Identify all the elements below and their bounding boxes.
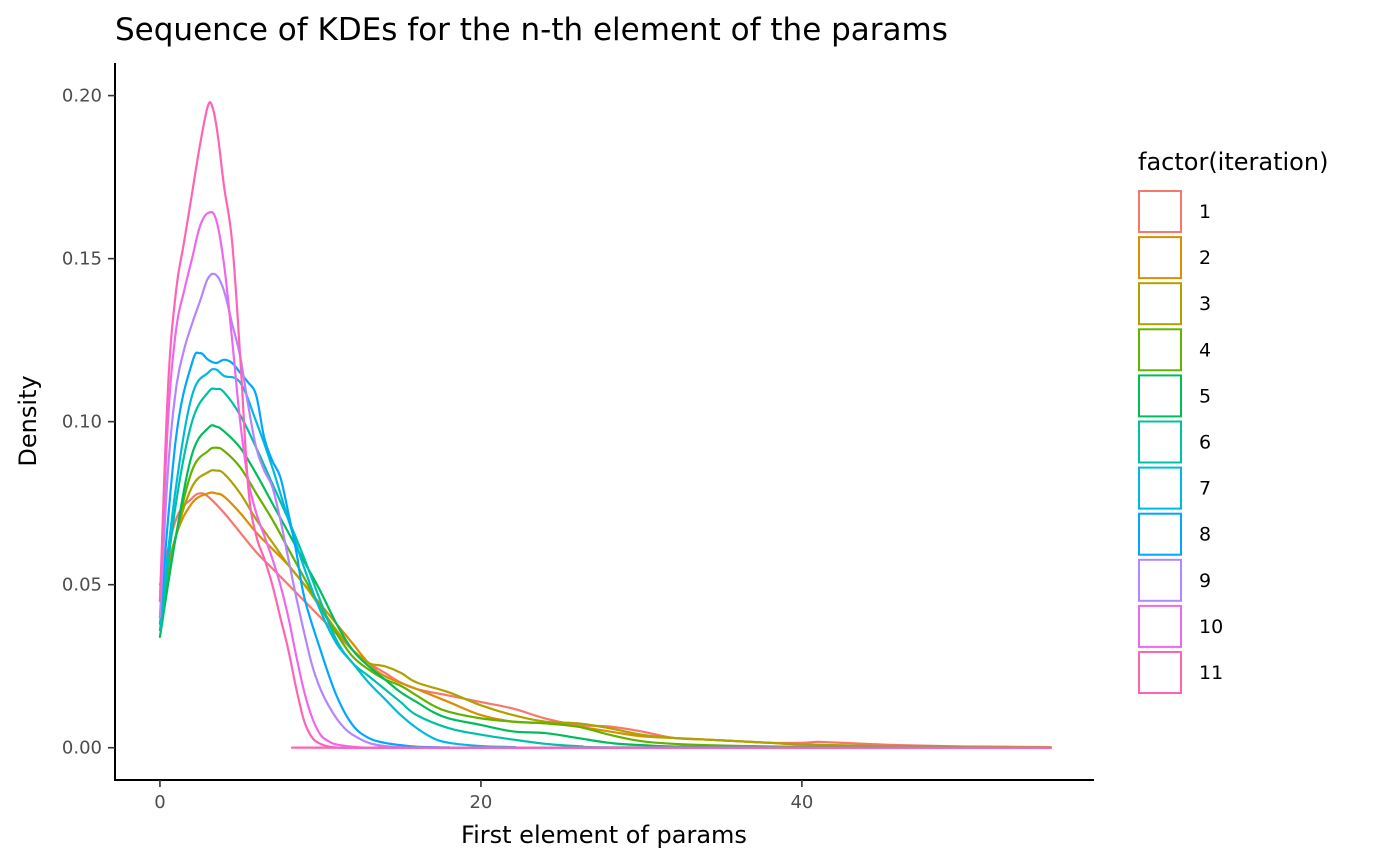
- legend-label-8: 8: [1199, 524, 1211, 546]
- y-tick-label: 0.05: [62, 575, 102, 596]
- legend-label-6: 6: [1199, 432, 1211, 454]
- kde-lines: [158, 101, 1052, 749]
- kde-line-iteration-5: [158, 424, 1052, 749]
- legend-label-10: 10: [1199, 616, 1223, 638]
- legend-key-11: [1138, 651, 1182, 694]
- legend-key-5: [1138, 374, 1182, 418]
- legend-key-6: [1138, 420, 1182, 464]
- legend-label-5: 5: [1199, 385, 1211, 407]
- chart-title: Sequence of KDEs for the n-th element of…: [115, 12, 948, 48]
- kde-line-iteration-8: [158, 351, 1052, 749]
- legend-key-3: [1138, 282, 1182, 326]
- legend-label-11: 11: [1199, 662, 1223, 684]
- legend-label-2: 2: [1199, 247, 1211, 269]
- legend-label-4: 4: [1199, 339, 1211, 361]
- legend-key-7: [1138, 466, 1182, 510]
- x-tick-label: 40: [790, 792, 813, 813]
- legend-label-7: 7: [1199, 478, 1211, 500]
- y-axis-ticks: 0.00 0.05 0.10 0.15 0.20: [62, 86, 115, 759]
- legend-label-9: 9: [1199, 570, 1211, 592]
- legend-key-2: [1138, 236, 1182, 280]
- legend-key-10: [1138, 604, 1182, 648]
- legend-key-9: [1138, 558, 1182, 602]
- kde-line-iteration-3: [158, 469, 1052, 749]
- y-axis-title: Density: [14, 375, 42, 466]
- y-tick-label: 0.20: [62, 86, 102, 107]
- legend-label-3: 3: [1199, 293, 1211, 315]
- plot-area: 0.00 0.05 0.10 0.15 0.20 0 20 40: [62, 63, 1094, 813]
- legend-key-1: [1138, 190, 1182, 233]
- kde-line-iteration-6: [158, 387, 1052, 749]
- legend-key-4: [1138, 328, 1182, 372]
- legend-items: 1 2 3 4 5 6 7 8 9 10 11: [1138, 190, 1223, 694]
- x-axis-title: First element of params: [461, 821, 747, 849]
- kde-line-iteration-10: [158, 210, 1052, 749]
- kde-line-iteration-1: [158, 492, 1052, 749]
- x-tick-label: 20: [469, 792, 492, 813]
- legend-title: factor(iteration): [1138, 148, 1328, 176]
- x-axis-ticks: 0 20 40: [154, 780, 813, 813]
- y-tick-label: 0.00: [62, 738, 102, 759]
- y-tick-label: 0.15: [62, 249, 102, 270]
- legend-label-1: 1: [1199, 201, 1211, 223]
- y-tick-label: 0.10: [62, 412, 102, 433]
- kde-line-iteration-11: [158, 101, 1052, 749]
- legend: factor(iteration) 1 2 3 4 5 6 7 8 9 10 11: [1138, 148, 1328, 694]
- legend-key-8: [1138, 512, 1182, 556]
- x-tick-label: 0: [154, 792, 165, 813]
- kde-line-iteration-4: [158, 446, 1052, 749]
- kde-line-iteration-9: [158, 272, 1052, 749]
